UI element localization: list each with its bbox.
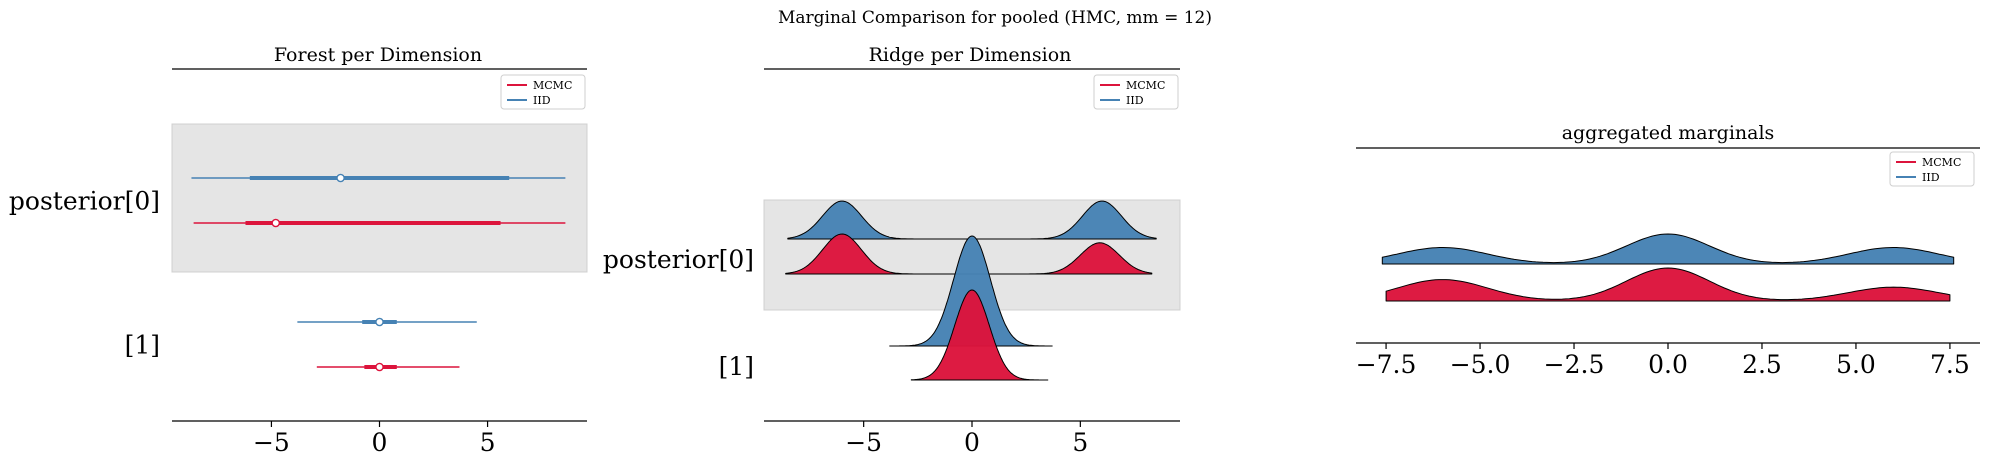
x-tick-label: −5.0 [1450, 350, 1511, 379]
row-band-posterior-0 [171, 123, 588, 273]
x-tick-label: 0 [372, 428, 388, 457]
legend-label-mcmc: MCMC [533, 79, 572, 92]
x-tick-label: 2.5 [1742, 350, 1782, 379]
median-point-mcmc [271, 218, 281, 228]
forest-panel: Forest per Dimension −5 0 5 posterior[0] [1]… [9, 44, 588, 457]
ridge-aggregated-iid [1381, 233, 1955, 265]
aggregated-panel-title: aggregated marginals [1562, 122, 1775, 144]
x-tick-label: 5.0 [1836, 350, 1876, 379]
aggregated-panel: aggregated marginals −7.5 −5.0 −2.5 0.0 2.5 5… [1356, 122, 1980, 379]
median-point-iid [375, 317, 384, 327]
figure-title: Marginal Comparison for pooled (HMC, mm … [778, 8, 1212, 28]
legend-label-mcmc: MCMC [1126, 79, 1165, 92]
median-point-iid [336, 173, 345, 183]
ridge-panel: Ridge per Dimension −5 0 5 posterior[0] [1] M… [603, 44, 1181, 457]
ridge-panel-title: Ridge per Dimension [869, 44, 1072, 66]
ridge-aggregated-mcmc [1385, 267, 1951, 302]
x-tick-label: −2.5 [1544, 350, 1605, 379]
ridge-row1-mcmc [910, 289, 1049, 381]
legend-label-mcmc: MCMC [1922, 156, 1961, 169]
row-label-1: [1] [719, 352, 754, 381]
row-label-posterior-0: posterior[0] [603, 245, 754, 274]
legend-label-iid: IID [1922, 171, 1940, 184]
row-label-posterior-0: posterior[0] [9, 187, 160, 216]
x-tick-label: 5 [1072, 428, 1088, 457]
legend-label-iid: IID [1126, 94, 1144, 107]
row-label-1: [1] [125, 331, 160, 360]
x-tick-label: −5 [845, 428, 882, 457]
x-tick-label: −5 [253, 428, 290, 457]
x-tick-label: 7.5 [1930, 350, 1970, 379]
x-tick-label: 0 [964, 428, 980, 457]
median-point-mcmc [375, 362, 384, 372]
x-tick-label: 0.0 [1648, 350, 1688, 379]
forest-panel-title: Forest per Dimension [274, 44, 482, 66]
x-tick-label: 5 [480, 428, 496, 457]
x-tick-label: −7.5 [1356, 350, 1417, 379]
legend-label-iid: IID [533, 94, 551, 107]
